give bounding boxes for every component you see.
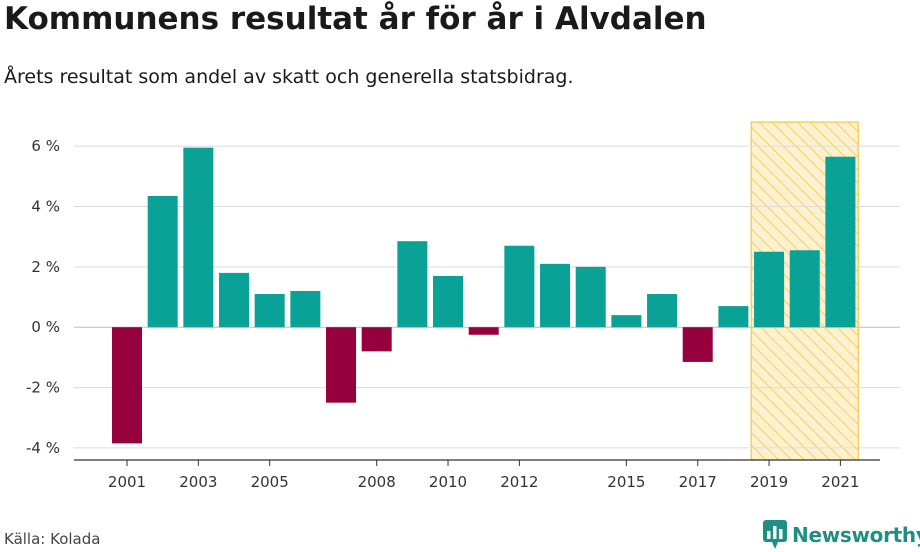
bar-2014 xyxy=(575,266,606,328)
chart-subtitle: Årets resultat som andel av skatt och ge… xyxy=(4,66,574,88)
bar-2019 xyxy=(754,251,785,328)
bar-2007 xyxy=(326,327,357,403)
y-tick-label: -4 % xyxy=(26,439,60,457)
bar-2003 xyxy=(183,147,214,328)
bar-2006 xyxy=(290,291,321,328)
bar-2020 xyxy=(789,250,820,328)
y-tick-label: 4 % xyxy=(31,198,60,216)
bar-2009 xyxy=(397,241,428,328)
chart-title: Kommunens resultat år för år i Alvdalen xyxy=(4,1,707,37)
bar-2004 xyxy=(219,272,250,328)
bar-2001 xyxy=(112,327,142,444)
x-tick-label: 2015 xyxy=(607,473,645,491)
x-tick-label: 2001 xyxy=(108,473,146,491)
bar-chart-speech-bubble-icon xyxy=(763,520,787,549)
y-tick-label: -2 % xyxy=(26,379,60,397)
bar-2018 xyxy=(718,306,749,328)
brand-name: Newsworthy xyxy=(792,523,920,547)
bar-2002 xyxy=(147,195,178,328)
x-tick-label: 2017 xyxy=(679,473,717,491)
bar-2017 xyxy=(682,327,713,362)
x-tick-label: 2008 xyxy=(358,473,396,491)
bar-2021 xyxy=(825,156,856,328)
bar-2010 xyxy=(433,275,464,328)
bar-2012 xyxy=(504,245,535,328)
bar-2015 xyxy=(611,315,642,328)
y-tick-label: 6 % xyxy=(31,137,60,155)
bar-2005 xyxy=(254,294,285,328)
source-note: Källa: Kolada xyxy=(4,530,101,548)
x-tick-label: 2003 xyxy=(179,473,217,491)
bar-2008 xyxy=(361,327,392,352)
y-tick-label: 2 % xyxy=(31,258,60,276)
x-tick-label: 2010 xyxy=(429,473,467,491)
bar-2013 xyxy=(540,263,571,328)
bar-2016 xyxy=(647,294,678,328)
x-tick-label: 2021 xyxy=(821,473,859,491)
bar-2011 xyxy=(468,327,499,335)
x-tick-label: 2019 xyxy=(750,473,788,491)
x-tick-label: 2012 xyxy=(500,473,538,491)
bar-chart: -4 % -2 % 0 % 2 % 4 % 6 % 2001 2003 2005 2008 201… xyxy=(26,121,900,491)
brand-logo: Newsworthy xyxy=(763,518,920,552)
x-tick-label: 2005 xyxy=(251,473,289,491)
y-tick-label: 0 % xyxy=(31,318,60,336)
